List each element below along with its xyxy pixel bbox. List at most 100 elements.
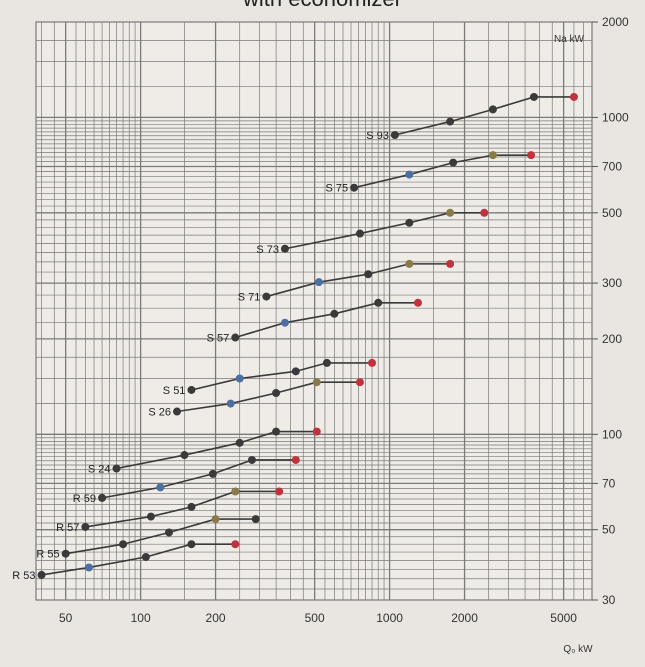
- series-s-57: S 57: [207, 298, 422, 345]
- data-point: [405, 259, 414, 268]
- data-point: [187, 540, 196, 549]
- y-tick-label: 300: [602, 276, 622, 290]
- series-label: S 51: [163, 385, 186, 397]
- data-point: [187, 385, 196, 394]
- data-point: [312, 378, 321, 387]
- data-point: [187, 502, 196, 511]
- series-label: R 53: [12, 570, 35, 582]
- data-point: [449, 158, 458, 167]
- data-point: [81, 522, 90, 531]
- y-tick-label: 2000: [602, 15, 629, 29]
- data-point: [405, 170, 414, 179]
- series-label: R 57: [56, 522, 79, 534]
- data-point: [84, 563, 93, 572]
- x-tick-label: 50: [59, 611, 73, 625]
- data-point: [446, 259, 455, 268]
- data-point: [480, 208, 489, 217]
- series-s-93: S 93: [366, 92, 578, 142]
- data-point: [446, 208, 455, 217]
- data-point: [247, 455, 256, 464]
- data-point: [291, 455, 300, 464]
- series-label: S 26: [148, 407, 171, 419]
- series-s-75: S 75: [325, 151, 536, 195]
- data-point: [272, 388, 281, 397]
- series-label: S 71: [238, 292, 261, 304]
- x-tick-label: 100: [131, 611, 151, 625]
- data-point: [231, 540, 240, 549]
- series-s-24: S 24: [88, 427, 321, 475]
- y-tick-label: 30: [602, 593, 616, 607]
- data-point: [364, 270, 373, 279]
- y-tick-label: 200: [602, 332, 622, 346]
- chart-grid: [35, 21, 593, 601]
- data-point: [235, 438, 244, 447]
- data-point: [322, 358, 331, 367]
- data-point: [275, 487, 284, 496]
- data-point: [488, 105, 497, 114]
- data-point: [446, 117, 455, 126]
- y-tick-label: 70: [602, 476, 616, 490]
- data-point: [173, 407, 182, 416]
- y-tick-label: 100: [602, 427, 622, 441]
- data-point: [368, 358, 377, 367]
- x-tick-label: 200: [206, 611, 226, 625]
- y-axis-label: Na kW: [554, 34, 585, 45]
- x-tick-label: 5000: [550, 611, 577, 625]
- data-point: [235, 374, 244, 383]
- data-point: [569, 92, 578, 101]
- series-s-71: S 71: [238, 259, 455, 304]
- chart-title: with economizer: [0, 0, 645, 12]
- y-tick-label: 700: [602, 159, 622, 173]
- series-label: S 73: [256, 244, 279, 256]
- data-point: [529, 92, 538, 101]
- chart-series-group: S 93 S 75 S 73 S 71 S 57 S 51 S 26 S 24 R 59 R 57…: [12, 92, 578, 582]
- data-point: [405, 218, 414, 227]
- data-point: [98, 493, 107, 502]
- data-point: [226, 399, 235, 408]
- data-point: [355, 378, 364, 387]
- data-point: [280, 318, 289, 327]
- data-point: [314, 278, 323, 287]
- data-point: [262, 292, 271, 301]
- data-point: [119, 540, 128, 549]
- series-label: S 75: [325, 183, 348, 195]
- data-point: [164, 528, 173, 537]
- data-point: [180, 451, 189, 460]
- series-label: R 59: [73, 493, 96, 505]
- series-s-73: S 73: [256, 208, 489, 256]
- data-point: [211, 515, 220, 524]
- series-label: S 24: [88, 463, 111, 475]
- data-point: [112, 464, 121, 473]
- data-point: [355, 229, 364, 238]
- x-tick-label: 500: [305, 611, 325, 625]
- x-tick-label: 2000: [451, 611, 478, 625]
- data-point: [141, 553, 150, 562]
- y-tick-label: 1000: [602, 110, 629, 124]
- series-r-57: R 57: [56, 487, 284, 534]
- data-point: [156, 483, 165, 492]
- plot-area: [35, 21, 593, 601]
- data-point: [330, 309, 339, 318]
- y-tick-label: 50: [602, 523, 616, 537]
- y-tick-label: 500: [602, 206, 622, 220]
- data-point: [231, 333, 240, 342]
- series-s-51: S 51: [163, 358, 377, 397]
- series-r-59: R 59: [73, 455, 300, 505]
- data-point: [231, 487, 240, 496]
- data-point: [413, 298, 422, 307]
- series-label: S 93: [366, 130, 389, 142]
- series-s-26: S 26: [148, 378, 364, 419]
- data-point: [272, 427, 281, 436]
- series-r-55: R 55: [36, 515, 260, 561]
- x-axis-label: Q₀ kW: [563, 644, 593, 655]
- x-tick-label: 1000: [376, 611, 403, 625]
- data-point: [374, 298, 383, 307]
- series-r-53: R 53: [12, 540, 240, 582]
- data-point: [37, 570, 46, 579]
- data-point: [312, 427, 321, 436]
- data-point: [208, 469, 217, 478]
- data-point: [527, 151, 536, 160]
- data-point: [291, 367, 300, 376]
